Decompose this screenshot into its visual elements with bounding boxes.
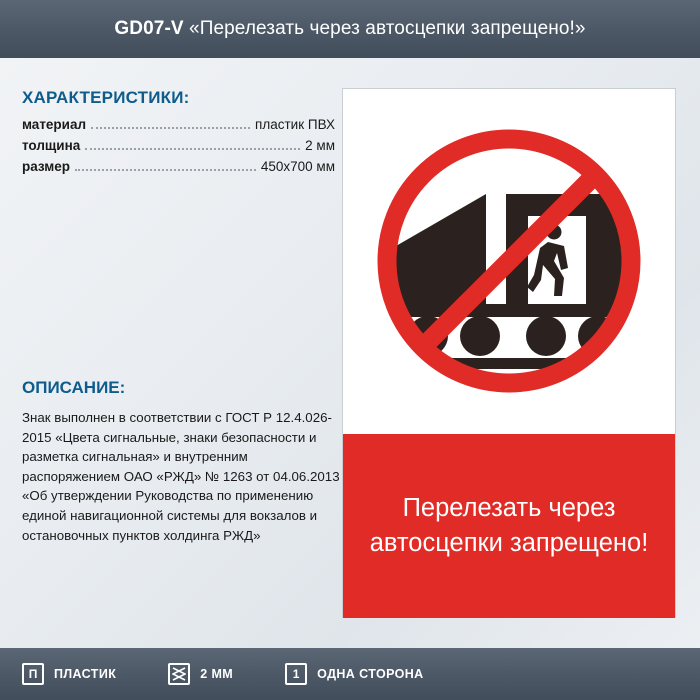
sign-pictogram-area bbox=[343, 89, 675, 434]
one-side-icon: 1 bbox=[285, 663, 308, 685]
footer-item-material: П ПЛАСТИК bbox=[22, 663, 116, 685]
spec-value: пластик ПВХ bbox=[255, 117, 335, 132]
specifications-title: ХАРАКТЕРИСТИКИ: bbox=[22, 88, 190, 107]
spec-dot-leader bbox=[75, 169, 256, 171]
plastic-icon: П bbox=[22, 663, 44, 685]
spec-key: материал bbox=[22, 117, 87, 132]
description-text: Знак выполнен в соответствии с ГОСТ Р 12… bbox=[22, 410, 340, 543]
thickness-glyph bbox=[172, 667, 187, 681]
description-block: ОПИСАНИЕ: Знак выполнен в соответствии с… bbox=[22, 378, 342, 545]
page-title: GD07-V «Перелезать через автосцепки запр… bbox=[114, 18, 585, 40]
spec-value: 450x700 мм bbox=[260, 159, 335, 174]
footer-item-sides: 1 ОДНА СТОРОНА bbox=[285, 663, 424, 685]
spec-row: толщина 2 мм bbox=[22, 138, 335, 153]
footer-label-thickness: 2 ММ bbox=[200, 667, 234, 681]
sign-preview: Перелезать через автосцепки запрещено! bbox=[342, 88, 676, 618]
no-climbing-over-couplers-icon bbox=[377, 129, 641, 393]
thickness-icon bbox=[168, 663, 191, 685]
product-name: «Перелезать через автосцепки запрещено!» bbox=[189, 18, 586, 39]
footer-item-thickness: 2 ММ bbox=[168, 663, 233, 685]
footer-label-material: ПЛАСТИК bbox=[54, 667, 117, 681]
spec-value: 2 мм bbox=[305, 138, 335, 153]
spec-row: материал пластик ПВХ bbox=[22, 117, 335, 132]
footer-label-sides: ОДНА СТОРОНА bbox=[317, 667, 424, 681]
product-code: GD07-V bbox=[114, 18, 184, 39]
footer-bar: П ПЛАСТИК 2 ММ 1 ОДНА СТОРОНА bbox=[0, 648, 700, 700]
sign-caption: Перелезать через автосцепки запрещено! bbox=[369, 494, 649, 557]
header-bar: GD07-V «Перелезать через автосцепки запр… bbox=[0, 0, 700, 58]
specifications-block: ХАРАКТЕРИСТИКИ: материал пластик ПВХ тол… bbox=[22, 88, 335, 180]
spec-dot-leader bbox=[91, 127, 251, 129]
spec-row: размер 450x700 мм bbox=[22, 159, 335, 174]
spec-key: размер bbox=[22, 159, 71, 174]
sign-caption-area: Перелезать через автосцепки запрещено! bbox=[343, 434, 675, 618]
description-title: ОПИСАНИЕ: bbox=[22, 378, 126, 397]
spec-dot-leader bbox=[85, 148, 301, 150]
spec-key: толщина bbox=[22, 138, 81, 153]
